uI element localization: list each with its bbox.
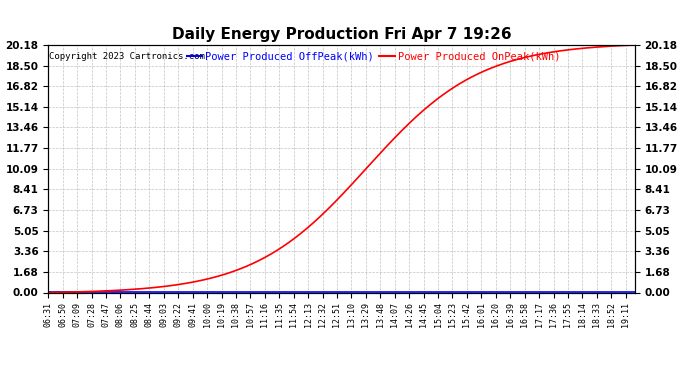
Legend: Power Produced OffPeak(kWh), Power Produced OnPeak(kWh): Power Produced OffPeak(kWh), Power Produ…	[183, 48, 565, 66]
Title: Daily Energy Production Fri Apr 7 19:26: Daily Energy Production Fri Apr 7 19:26	[172, 27, 511, 42]
Text: Copyright 2023 Cartronics.com: Copyright 2023 Cartronics.com	[49, 53, 205, 62]
